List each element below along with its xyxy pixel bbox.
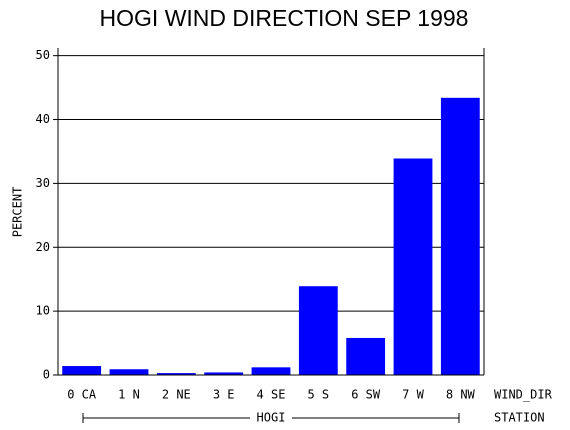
x-tick-label: 7 W — [402, 388, 424, 402]
chart-title: HOGI WIND DIRECTION SEP 1998 — [100, 5, 469, 31]
x-tick-label: 3 E — [213, 388, 235, 402]
x-axis-label: WIND_DIR — [494, 388, 553, 402]
y-tick-label: 40 — [36, 112, 50, 126]
y-tick-label: 0 — [43, 368, 50, 382]
bar — [440, 97, 480, 375]
x-tick-label: 6 SW — [351, 388, 381, 402]
bar — [393, 158, 433, 375]
x-tick-label: 8 NW — [446, 388, 476, 402]
bar — [298, 286, 338, 375]
y-tick-label: 50 — [36, 48, 50, 62]
bar — [204, 372, 244, 375]
y-tick-label: 20 — [36, 240, 50, 254]
x-tick-label: 4 SE — [257, 388, 286, 402]
group-label: HOGI — [257, 411, 286, 425]
bar — [346, 337, 386, 375]
y-tick-label: 10 — [36, 304, 50, 318]
x-tick-label: 0 CA — [67, 388, 97, 402]
x-tick-label: 1 N — [118, 388, 140, 402]
y-tick-label: 30 — [36, 176, 50, 190]
y-axis-label: PERCENT — [11, 187, 25, 238]
x-tick-label: 2 NE — [162, 388, 191, 402]
bar — [156, 373, 196, 375]
bar — [62, 366, 102, 375]
group-title: STATION — [494, 411, 545, 425]
bar — [109, 369, 149, 375]
bar — [251, 367, 291, 375]
x-tick-label: 5 S — [307, 388, 329, 402]
